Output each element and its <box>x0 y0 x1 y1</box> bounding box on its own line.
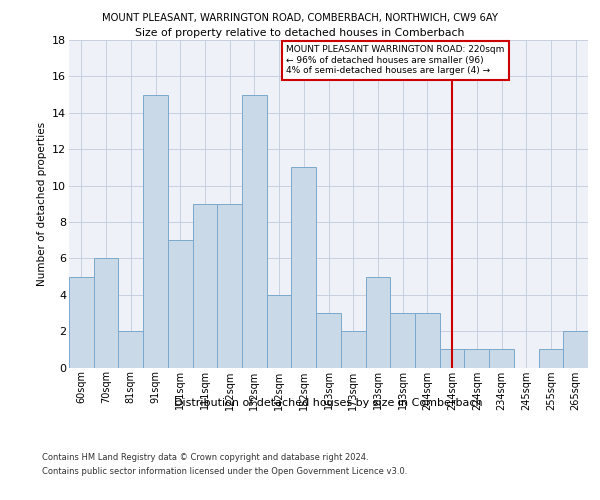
Bar <box>94 258 118 368</box>
Bar <box>489 350 514 368</box>
Bar <box>292 168 316 368</box>
Bar <box>390 313 415 368</box>
Bar <box>242 94 267 368</box>
Bar <box>440 350 464 368</box>
Bar <box>69 276 94 368</box>
Bar <box>316 313 341 368</box>
Bar <box>217 204 242 368</box>
Y-axis label: Number of detached properties: Number of detached properties <box>37 122 47 286</box>
Bar <box>143 94 168 368</box>
Bar <box>539 350 563 368</box>
Bar <box>464 350 489 368</box>
Bar <box>193 204 217 368</box>
Text: Size of property relative to detached houses in Comberbach: Size of property relative to detached ho… <box>136 28 464 38</box>
Bar <box>341 331 365 368</box>
Text: Contains HM Land Registry data © Crown copyright and database right 2024.: Contains HM Land Registry data © Crown c… <box>42 454 368 462</box>
Text: MOUNT PLEASANT WARRINGTON ROAD: 220sqm
← 96% of detached houses are smaller (96): MOUNT PLEASANT WARRINGTON ROAD: 220sqm ←… <box>286 46 505 76</box>
Bar <box>118 331 143 368</box>
Text: Distribution of detached houses by size in Comberbach: Distribution of detached houses by size … <box>175 398 483 407</box>
Bar <box>267 294 292 368</box>
Bar <box>415 313 440 368</box>
Text: Contains public sector information licensed under the Open Government Licence v3: Contains public sector information licen… <box>42 467 407 476</box>
Text: MOUNT PLEASANT, WARRINGTON ROAD, COMBERBACH, NORTHWICH, CW9 6AY: MOUNT PLEASANT, WARRINGTON ROAD, COMBERB… <box>102 12 498 22</box>
Bar <box>365 276 390 368</box>
Bar <box>563 331 588 368</box>
Bar <box>168 240 193 368</box>
